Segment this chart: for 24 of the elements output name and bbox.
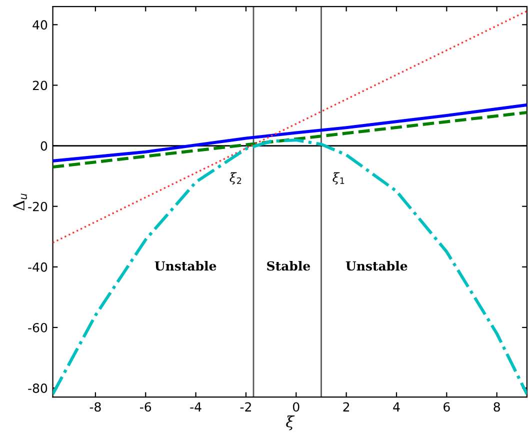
line-series xyxy=(52,103,527,162)
y-tick-label: 40 xyxy=(32,20,48,30)
y-tick-label: 20 xyxy=(32,80,48,90)
x-axis-title: ξ xyxy=(286,415,295,430)
x-tick-label: -2 xyxy=(240,402,251,412)
x-tick-label: 0 xyxy=(292,402,300,412)
x-tick-label: 8 xyxy=(494,402,500,412)
x-tick-label: 6 xyxy=(444,402,450,412)
x-tick-label: -8 xyxy=(90,402,101,412)
x-tick-label: -4 xyxy=(190,402,202,412)
y-tick-label: -60 xyxy=(28,322,48,332)
y-tick-label: -20 xyxy=(28,202,48,212)
y-axis-title: Δ$_{u}$ xyxy=(13,194,27,210)
y-tick-label: 0 xyxy=(40,141,48,151)
annotation: Stable xyxy=(267,260,310,271)
x-tick-label: 2 xyxy=(343,402,350,412)
annotation: Unstable xyxy=(346,260,408,271)
y-tick-label: -80 xyxy=(28,384,48,393)
ref-line-label: ξ$_{1}$ xyxy=(332,172,344,184)
annotation: Unstable xyxy=(154,260,216,271)
x-tick-label: 4 xyxy=(393,402,400,412)
ref-line-label: ξ$_{2}$ xyxy=(230,172,242,184)
x-tick-label: -6 xyxy=(140,402,152,412)
y-tick-label: -40 xyxy=(28,262,48,272)
